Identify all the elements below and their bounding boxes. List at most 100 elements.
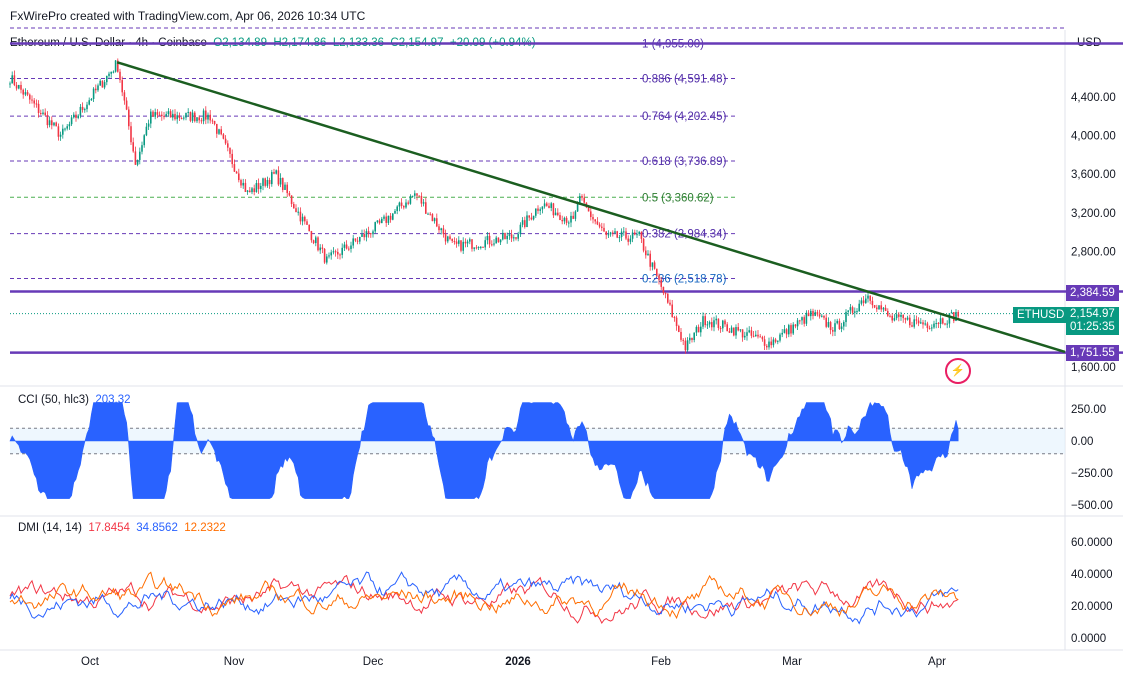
fib-level-label: 0.886 (4,591.48)	[642, 74, 727, 86]
candle-body	[614, 231, 616, 233]
candle-body	[315, 237, 317, 244]
bar-countdown: 01:25:35	[1070, 321, 1115, 333]
candle-body	[420, 195, 423, 204]
candle-body	[46, 115, 49, 126]
candle-body	[719, 327, 722, 329]
candle-body	[233, 164, 236, 172]
candle-body	[73, 114, 75, 118]
candle-body	[35, 103, 38, 105]
candle-body	[97, 85, 99, 91]
candle-body	[158, 114, 161, 116]
candle-body	[20, 84, 22, 90]
time-tick-label: Nov	[224, 656, 245, 668]
candle-body	[326, 256, 328, 263]
candle-body	[917, 320, 920, 324]
candle-body	[227, 143, 229, 148]
candle-body	[702, 316, 704, 327]
candle-body	[783, 329, 786, 333]
candle-body	[684, 340, 687, 351]
candle-body	[761, 336, 764, 340]
candle-body	[939, 318, 942, 325]
candle-body	[136, 159, 139, 165]
candle-body	[651, 262, 654, 267]
candle-body	[495, 237, 497, 244]
candle-body	[414, 193, 416, 196]
lightning-icon[interactable]: ⚡	[945, 358, 971, 384]
candle-body	[634, 232, 636, 235]
candle-body	[574, 211, 577, 219]
candle-body	[295, 208, 297, 213]
candle-body	[321, 247, 324, 249]
candle-body	[337, 251, 339, 255]
candle-body	[200, 120, 203, 122]
candle-body	[620, 231, 623, 238]
candle-body	[341, 247, 343, 255]
candle-body	[832, 329, 834, 332]
resistance-price-tag: 2,384.59	[1066, 285, 1119, 301]
candle-body	[53, 122, 55, 126]
candle-body	[81, 106, 84, 110]
candle-body	[616, 231, 618, 238]
candle-body	[572, 215, 574, 219]
candle-body	[400, 202, 403, 206]
time-tick-label: 2026	[505, 656, 531, 668]
candle-body	[57, 126, 60, 137]
candle-body	[482, 246, 484, 248]
candle-body	[449, 236, 451, 239]
candle-body	[836, 320, 838, 324]
candle-body	[163, 116, 165, 118]
candle-body	[88, 100, 90, 105]
candle-body	[24, 92, 27, 95]
dmi-legend[interactable]: DMI (14, 14) 17.8454 34.8562 12.2322	[18, 522, 226, 534]
fib-level-label: 0.5 (3,360.62)	[642, 192, 714, 204]
candle-body	[308, 224, 310, 232]
candle-body	[293, 203, 295, 209]
candle-body	[33, 100, 35, 104]
candle-body	[794, 324, 797, 327]
candle-body	[255, 183, 258, 193]
candle-body	[680, 331, 682, 340]
candle-body	[477, 246, 480, 248]
candle-body	[77, 115, 79, 119]
candle-body	[385, 216, 387, 223]
candle-body	[623, 231, 625, 233]
candle-body	[229, 147, 231, 154]
dmi-minus-value: 17.8454	[88, 522, 130, 534]
candle-body	[552, 203, 555, 216]
candle-body	[895, 314, 898, 319]
cci-legend[interactable]: CCI (50, hlc3) 203.32	[18, 394, 131, 406]
candle-body	[816, 312, 819, 315]
candle-body	[55, 122, 57, 127]
candle-body	[174, 113, 176, 120]
candle-body	[521, 220, 524, 225]
candle-body	[264, 178, 266, 186]
candle-body	[587, 207, 590, 212]
price-tick-label: 3,200.00	[1071, 208, 1116, 220]
candle-body	[466, 241, 469, 244]
candle-body	[530, 217, 533, 220]
candle-body	[242, 182, 244, 186]
candle-body	[781, 332, 783, 335]
candle-body	[319, 247, 321, 251]
candle-body	[603, 227, 605, 232]
candle-body	[202, 110, 205, 122]
candle-body	[15, 85, 18, 89]
candle-body	[286, 184, 288, 194]
candle-body	[627, 238, 629, 242]
adx-line	[9, 571, 959, 620]
candle-body	[150, 111, 152, 124]
candle-body	[715, 318, 717, 321]
candle-body	[570, 215, 572, 223]
candle-body	[37, 103, 40, 113]
candle-body	[550, 203, 552, 208]
candle-body	[178, 115, 181, 119]
candle-body	[889, 315, 891, 317]
candle-body	[812, 310, 814, 316]
support-price-tag: 1,751.55	[1066, 345, 1119, 361]
candle-body	[656, 268, 658, 276]
candle-body	[433, 218, 436, 222]
candle-body	[172, 113, 174, 118]
candle-body	[933, 323, 935, 328]
candle-body	[636, 234, 638, 236]
